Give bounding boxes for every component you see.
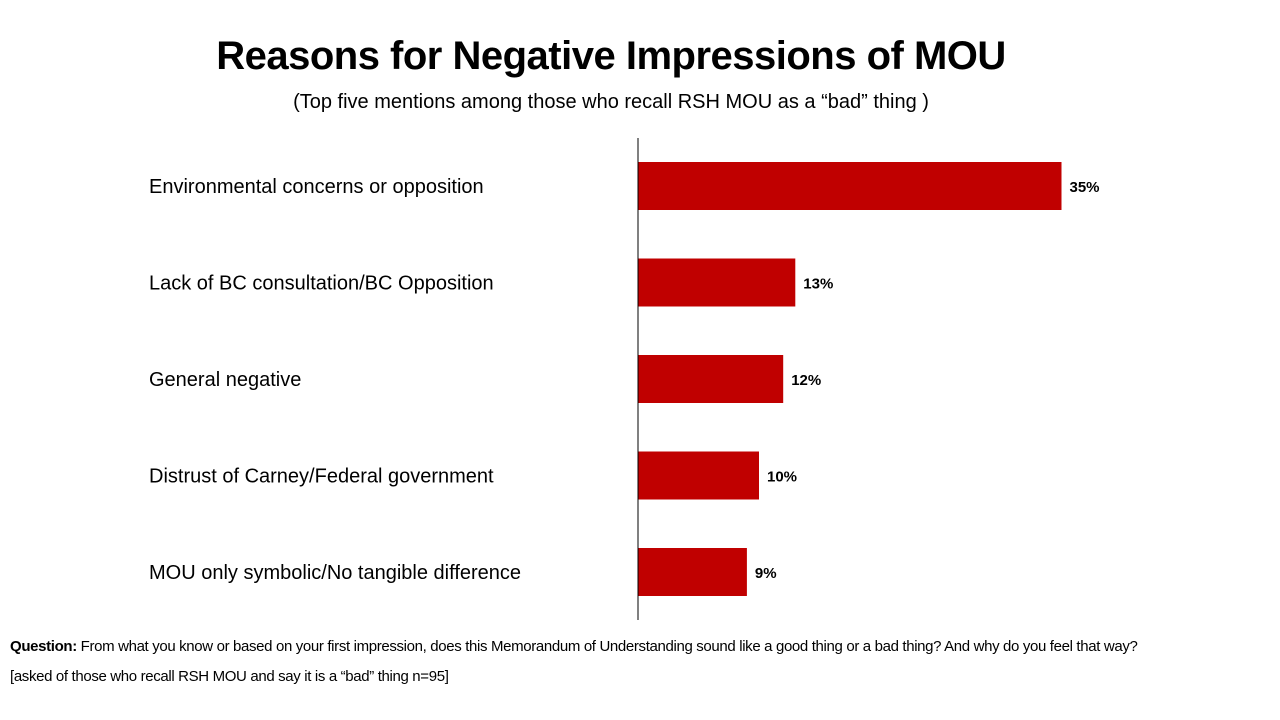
bar xyxy=(638,548,747,596)
question-note: Question: From what you know or based on… xyxy=(10,636,1272,658)
bar xyxy=(638,451,759,500)
data-label: 35% xyxy=(1070,179,1100,196)
footnote: Question: From what you know or based on… xyxy=(10,636,1272,696)
data-label: 9% xyxy=(755,565,777,582)
data-label: 10% xyxy=(767,469,797,486)
bar xyxy=(638,355,784,403)
category-label: General negative xyxy=(149,369,301,391)
data-label: 13% xyxy=(803,276,833,293)
bar xyxy=(638,162,1062,210)
chart-title: Reasons for Negative Impressions of MOU xyxy=(216,34,1006,78)
base-note: [asked of those who recall RSH MOU and s… xyxy=(10,668,449,685)
category-label: Lack of BC consultation/BC Opposition xyxy=(149,273,494,295)
category-label: Distrust of Carney/Federal government xyxy=(149,466,494,488)
question-label: Question: xyxy=(10,638,77,655)
category-label: Environmental concerns or opposition xyxy=(149,176,484,198)
category-label: MOU only symbolic/No tangible difference xyxy=(149,562,521,584)
question-text: From what you know or based on your firs… xyxy=(76,638,1138,655)
chart-subtitle: (Top five mentions among those who recal… xyxy=(293,91,929,113)
bar-chart: Environmental concerns or opposition 35% L… xyxy=(149,138,1100,620)
bar xyxy=(638,258,796,307)
data-label: 12% xyxy=(791,372,821,389)
